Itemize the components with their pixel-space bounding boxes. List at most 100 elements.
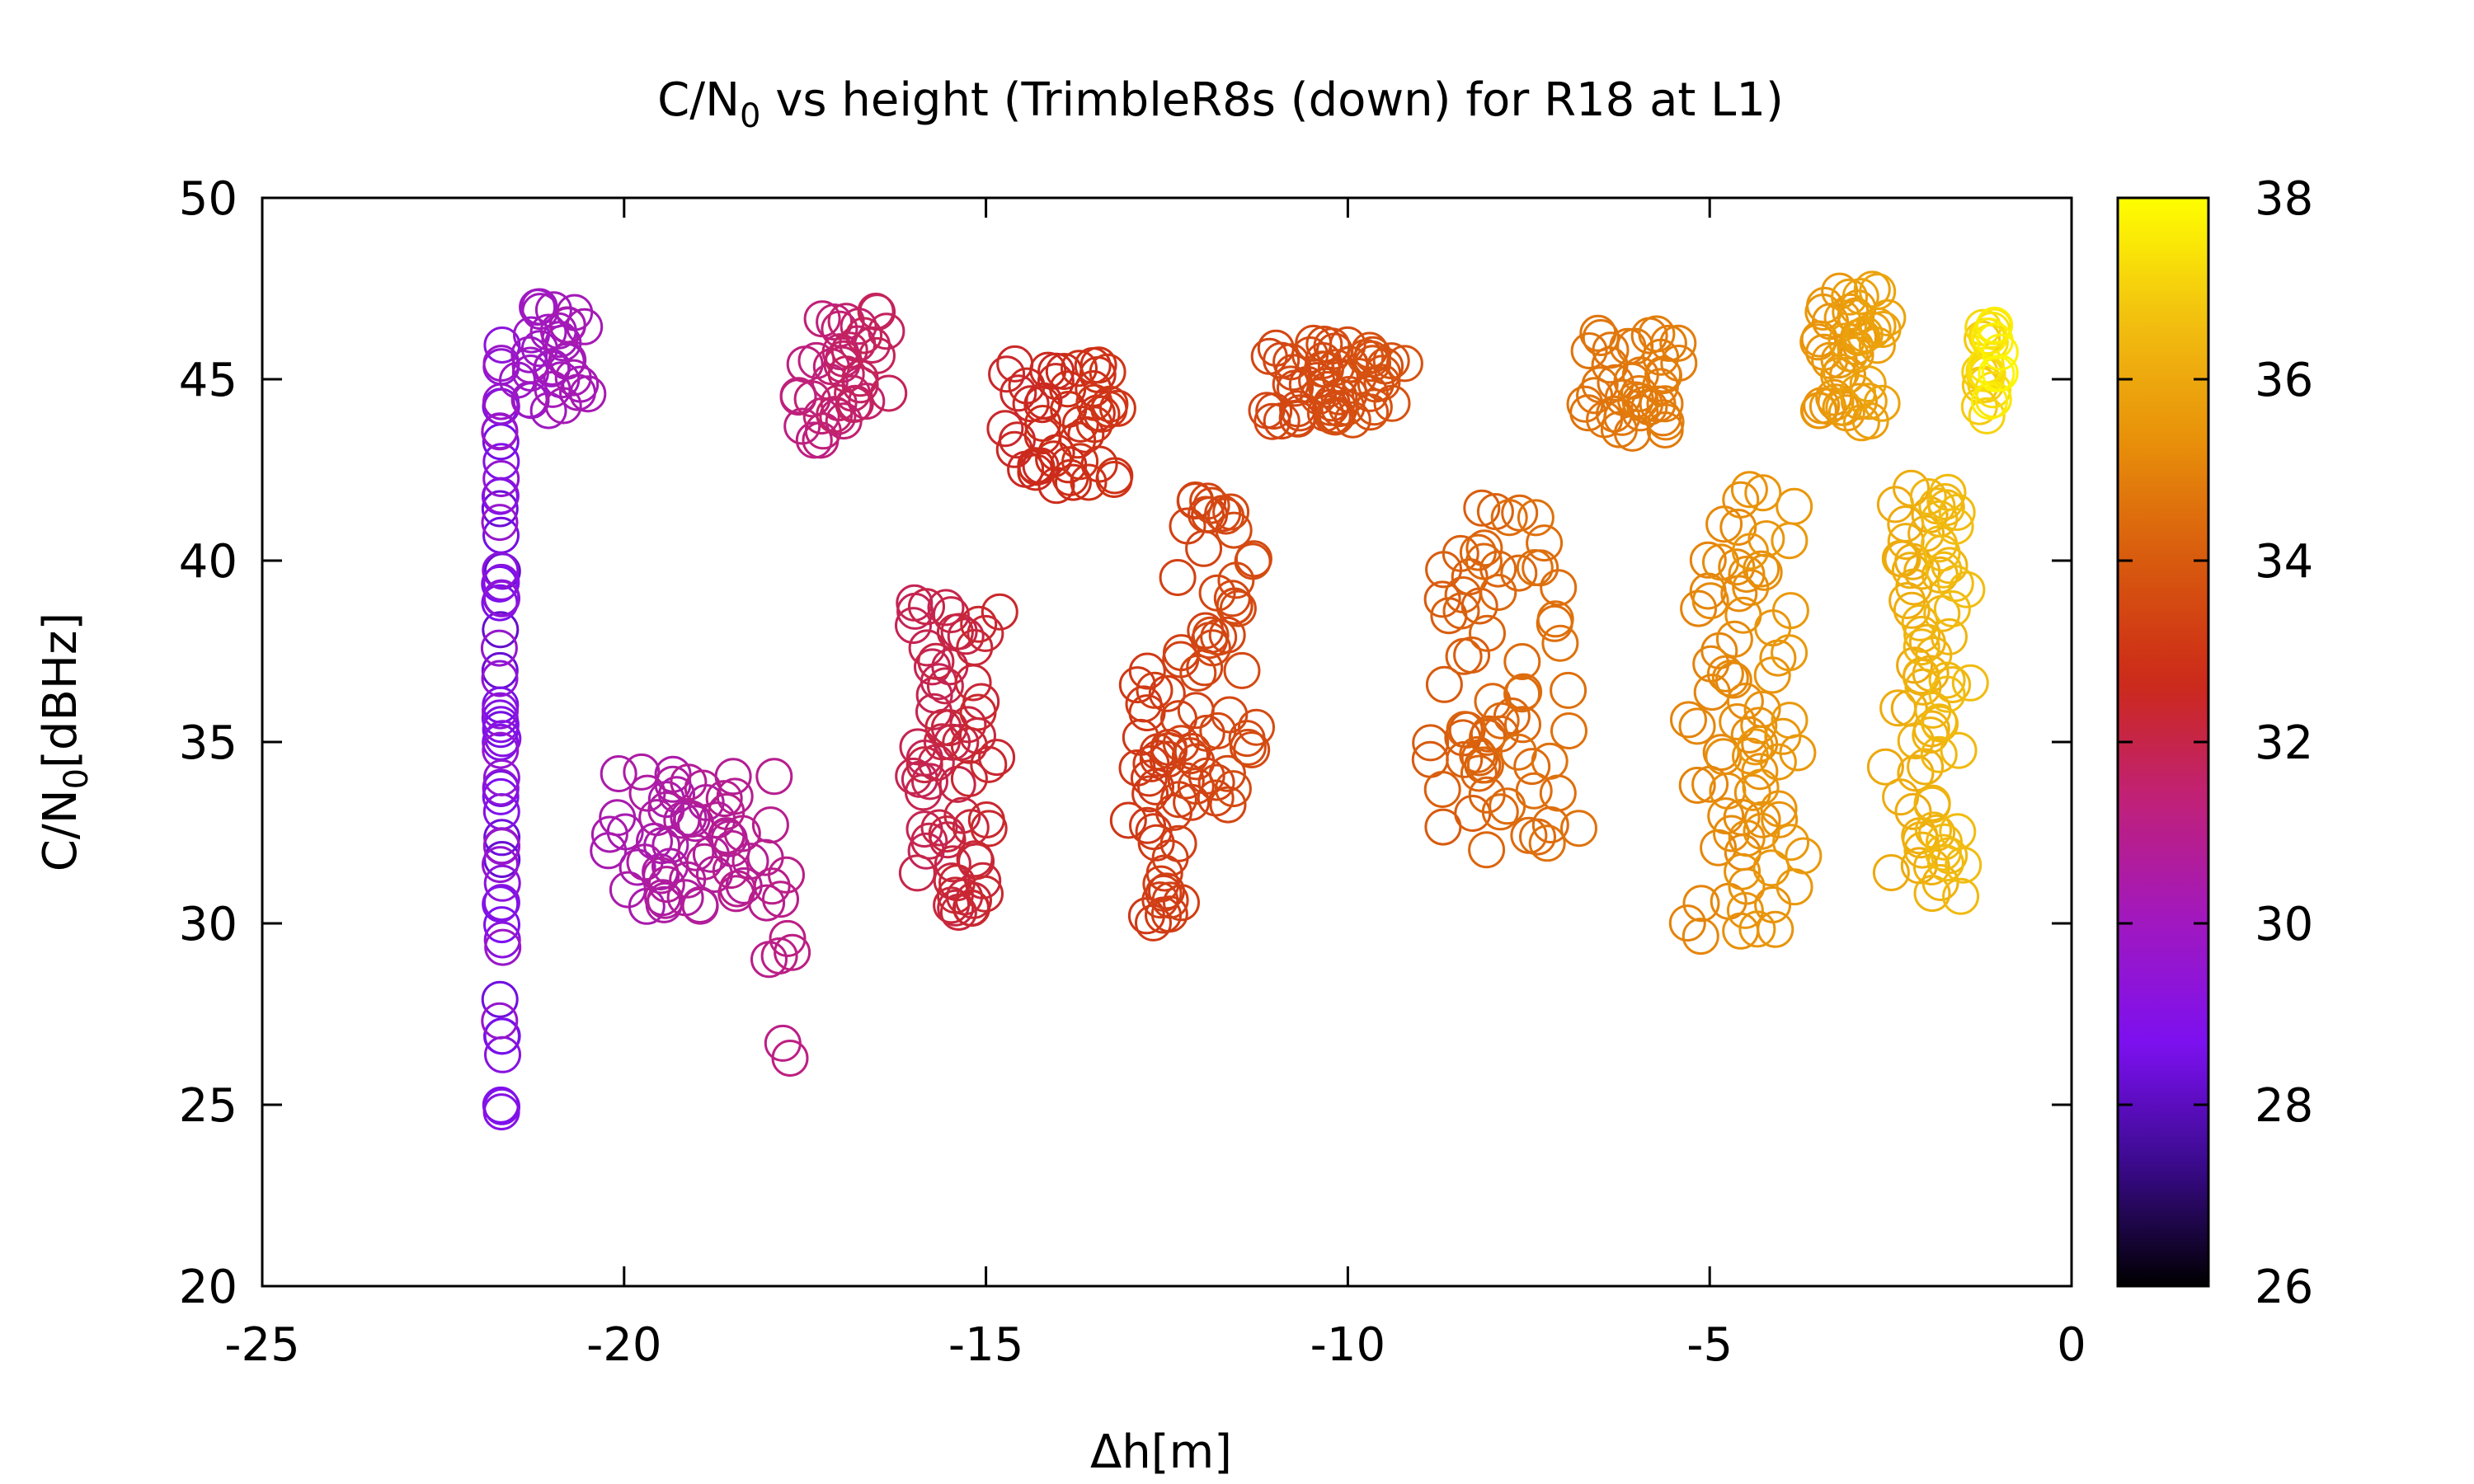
data-point [926, 667, 964, 705]
data-point [1351, 331, 1389, 369]
data-point [483, 1017, 520, 1055]
data-point [1859, 273, 1897, 311]
x-tick-label: -25 [224, 1318, 299, 1372]
data-point [1466, 746, 1504, 784]
data-point [482, 768, 520, 806]
data-point [1442, 534, 1479, 572]
data-point [1817, 383, 1855, 421]
data-point [858, 294, 896, 331]
y-tick-label: 45 [179, 354, 238, 407]
data-point [1582, 319, 1620, 356]
data-point [950, 759, 988, 797]
data-point [1760, 790, 1798, 828]
data-point [1639, 385, 1677, 423]
data-point [482, 758, 520, 796]
y-tick-label: 30 [179, 898, 238, 951]
data-point [600, 755, 637, 792]
data-point [783, 407, 821, 445]
y-tick-label: 25 [179, 1079, 238, 1133]
data-point [482, 846, 519, 884]
data-point [1238, 708, 1275, 746]
data-point [1928, 675, 1966, 713]
data-point [481, 1002, 519, 1040]
data-point [1505, 673, 1543, 711]
data-point [590, 815, 628, 853]
data-point [1743, 550, 1780, 588]
data-point [628, 774, 666, 812]
data-point [1678, 707, 1716, 745]
data-point [1130, 759, 1168, 797]
data-point [1340, 358, 1378, 395]
colorbar-tick-label: 36 [2255, 354, 2313, 407]
data-point [845, 317, 883, 355]
data-point [1531, 742, 1569, 780]
colorbar-tick-label: 30 [2255, 898, 2313, 951]
x-tick-label: -10 [1310, 1318, 1385, 1372]
data-point [1354, 345, 1391, 383]
y-axis-label-sub: 0 [58, 768, 96, 789]
data-point [544, 387, 582, 425]
x-axis: -25 -20 -15 -10 -5 0 [224, 198, 2086, 1372]
data-point [1193, 629, 1231, 667]
data-point [1208, 754, 1246, 792]
data-point [1188, 495, 1225, 533]
data-point [609, 871, 647, 909]
data-point [548, 306, 586, 344]
data-point [642, 857, 680, 895]
chart-title: C/N0 vs height (TrimbleR8s (down) for R1… [657, 73, 1784, 135]
data-point [1839, 374, 1876, 411]
data-point [1255, 392, 1293, 430]
data-point [1893, 591, 1931, 629]
data-point [483, 906, 520, 944]
data-point [1742, 768, 1780, 806]
data-point [803, 300, 841, 338]
data-point [1131, 775, 1169, 813]
data-point [1647, 403, 1685, 441]
data-point [1468, 831, 1506, 869]
data-point [1199, 711, 1237, 749]
data-point [1091, 385, 1129, 423]
data-point [1159, 559, 1197, 596]
data-point [1177, 768, 1215, 805]
data-point [1061, 443, 1099, 481]
data-point [1903, 628, 1940, 666]
data-point [1079, 346, 1117, 384]
data-point [1976, 307, 2014, 344]
chart-title-main: C/N [657, 73, 740, 127]
data-point [483, 864, 521, 902]
data-point [1516, 549, 1554, 586]
data-point [511, 346, 549, 384]
data-point [483, 819, 521, 857]
data-point [1089, 353, 1126, 391]
data-point [769, 919, 807, 957]
x-tick-label: -15 [948, 1318, 1023, 1372]
data-point [1971, 383, 2008, 420]
data-point [480, 629, 518, 667]
data-point [1576, 377, 1614, 415]
data-point [932, 596, 970, 634]
data-point [1719, 509, 1757, 546]
data-point [970, 745, 1008, 783]
data-point [484, 720, 522, 758]
data-point [482, 731, 520, 769]
x-tick-label: 0 [2057, 1318, 2086, 1372]
data-point [1423, 580, 1461, 618]
data-point [510, 336, 548, 373]
data-point [1188, 714, 1225, 752]
data-point [943, 796, 981, 834]
data-point [569, 375, 607, 413]
data-point [1214, 770, 1252, 808]
data-point [1681, 918, 1719, 956]
data-point [1913, 786, 1951, 824]
data-point [482, 580, 520, 618]
data-point [1903, 615, 1941, 653]
data-point [623, 753, 661, 791]
data-point [1897, 754, 1935, 792]
data-point [1541, 624, 1579, 662]
data-point [1070, 463, 1108, 501]
data-point [1951, 664, 1989, 702]
data-point [868, 312, 905, 350]
data-point [1151, 839, 1189, 877]
data-point [1200, 618, 1238, 656]
data-point [1503, 643, 1541, 680]
